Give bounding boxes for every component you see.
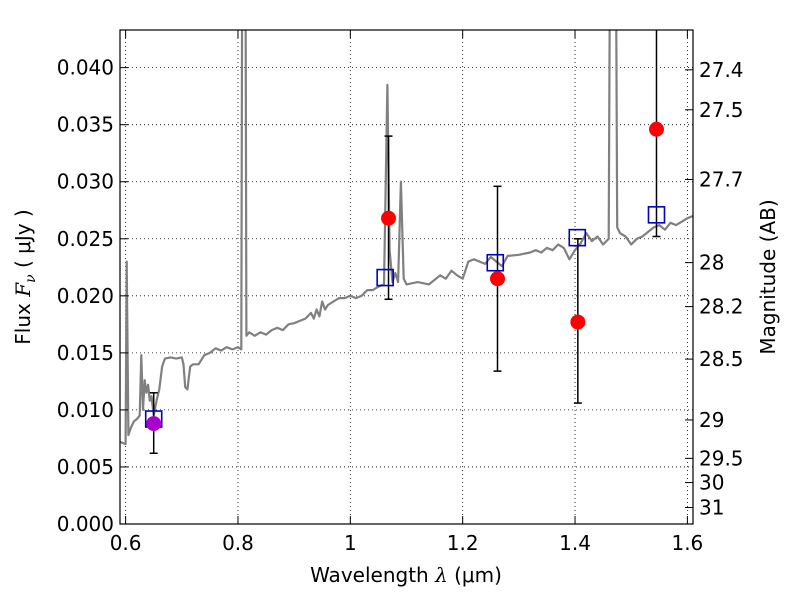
- model-point: [647, 206, 666, 224]
- y-tick-label: 0.030: [57, 170, 114, 194]
- y2-tick-label: 28.5: [699, 347, 744, 371]
- y-tick-label: 0.000: [57, 512, 114, 536]
- observed-point: [490, 271, 506, 287]
- y2-tick-label: 29.5: [699, 446, 744, 470]
- y-tick-label: 0.005: [57, 455, 114, 479]
- x-tick-label: 1: [344, 531, 357, 555]
- y-axis-label: Flux Fν ( μJy ): [11, 209, 39, 344]
- y2-tick-label: 27.7: [699, 167, 744, 191]
- axis-ticks: 0.6 0.8 1 1.2 1.4 1.6 0.000 0.005 0.010 0.015 0.02…: [57, 30, 744, 555]
- x-tick-label: 1.6: [671, 531, 703, 555]
- model-point: [568, 228, 587, 247]
- y2-tick-label: 28: [699, 251, 724, 275]
- spectrum-line: [120, 30, 693, 446]
- observed-point: [570, 314, 586, 330]
- observed-point: [381, 210, 397, 226]
- x-axis-label: Wavelength λ (μm): [310, 563, 502, 587]
- x-tick-label: 0.8: [222, 531, 254, 555]
- y-tick-label: 0.025: [57, 227, 114, 251]
- y2-axis-label: Magnitude (AB): [756, 199, 780, 354]
- y2-tick-label: 29: [699, 408, 724, 432]
- spectrum-series: [120, 30, 693, 446]
- y2-tick-label: 31: [699, 496, 724, 520]
- y-tick-label: 0.035: [57, 113, 114, 137]
- y2-tick-label: 28.2: [699, 295, 744, 319]
- observed-point: [648, 121, 664, 137]
- plot-frame: [119, 29, 694, 525]
- y2-tick-label: 30: [699, 471, 724, 495]
- data-points: [144, 30, 666, 455]
- model-point: [486, 253, 505, 272]
- x-tick-label: 0.6: [110, 531, 142, 555]
- observed-point: [146, 416, 162, 432]
- x-tick-label: 1.4: [559, 531, 591, 555]
- y-tick-label: 0.015: [57, 341, 114, 365]
- x-tick-label: 1.2: [447, 531, 479, 555]
- model-point: [376, 268, 394, 287]
- y2-tick-label: 27.4: [699, 58, 744, 82]
- y-tick-label: 0.040: [57, 56, 114, 80]
- y-tick-label: 0.020: [57, 284, 114, 308]
- y2-tick-label: 27.5: [699, 98, 744, 122]
- grid: [120, 30, 693, 524]
- y-tick-label: 0.010: [57, 398, 114, 422]
